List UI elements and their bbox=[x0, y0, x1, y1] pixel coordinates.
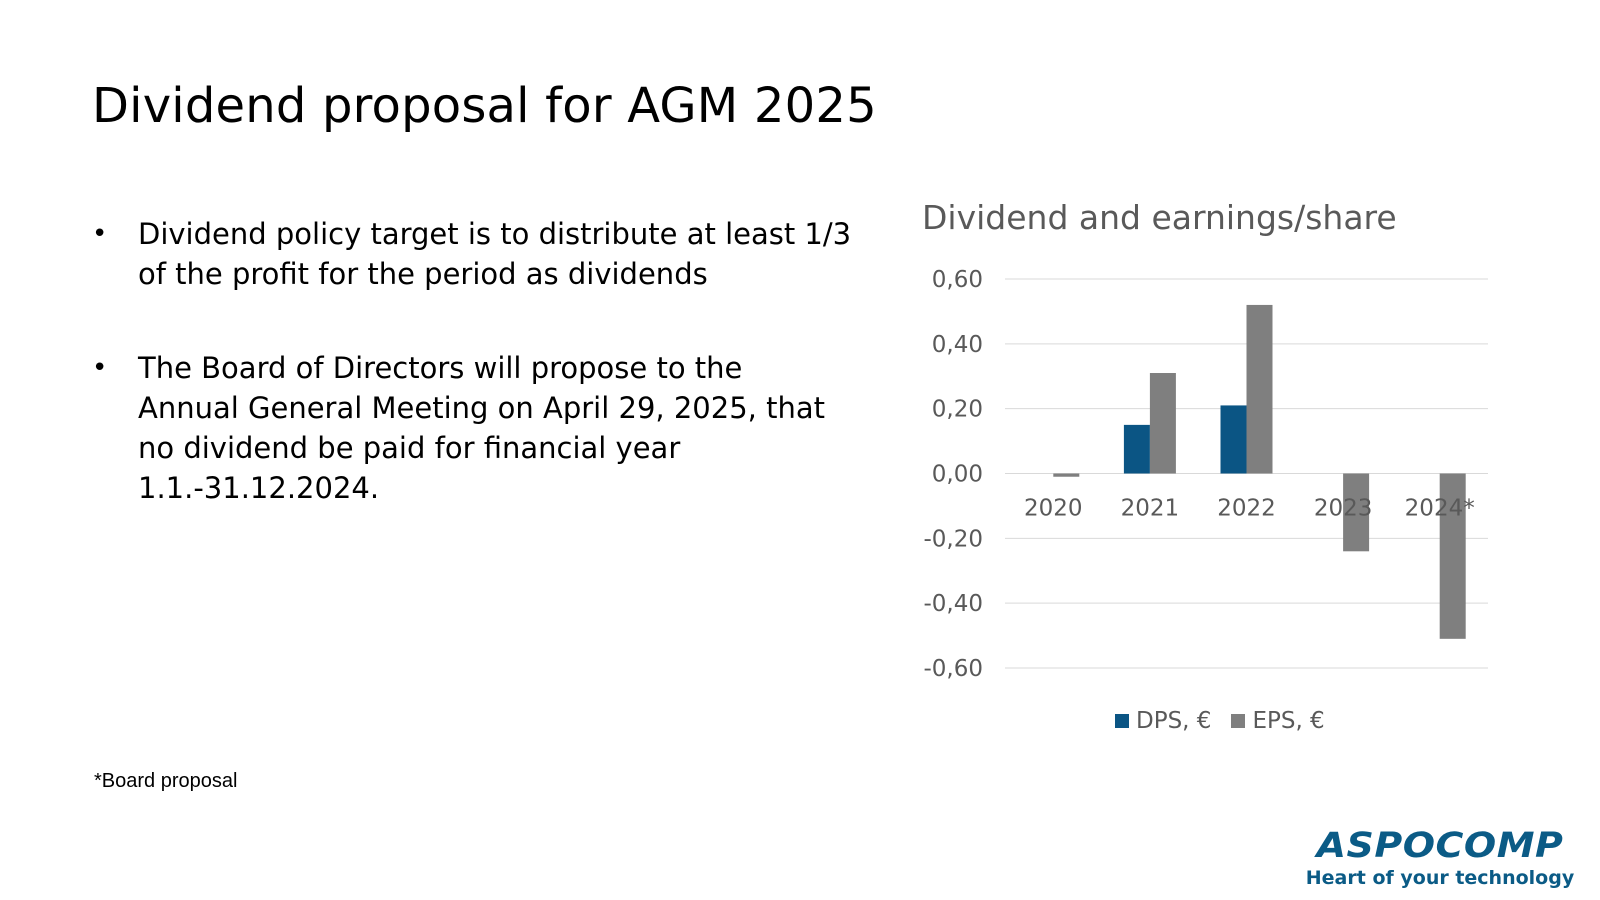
logo-wordmark: ASPOCOMP bbox=[1316, 824, 1564, 866]
dividend-earnings-chart: 0,60 0,40 0,20 0,00 -0,20 -0,40 -0,60 2020 2021 2… bbox=[923, 267, 1488, 682]
logo-tagline: Heart of your technology bbox=[1305, 867, 1575, 889]
chart-legend: DPS, € EPS, € bbox=[1115, 708, 1345, 734]
bullet-list: • Dividend policy target is to distribut… bbox=[92, 214, 852, 562]
bar-eps-2022 bbox=[1246, 304, 1273, 474]
legend-swatch-eps bbox=[1231, 714, 1246, 728]
x-tick-label: 2024* bbox=[1405, 496, 1475, 522]
bar-dps-2021 bbox=[1123, 424, 1150, 474]
footnote: *Board proposal bbox=[94, 770, 238, 792]
legend-label-eps: EPS, € bbox=[1252, 708, 1325, 734]
y-tick-label: 0,60 bbox=[932, 267, 983, 293]
bullet-item: • The Board of Directors will propose to… bbox=[92, 348, 852, 508]
x-tick-label: 2023 bbox=[1314, 496, 1373, 522]
bullet-symbol: • bbox=[92, 353, 108, 383]
legend-label-dps: DPS, € bbox=[1136, 708, 1212, 734]
y-tick-label: 0,00 bbox=[932, 462, 983, 488]
bullet-item: • Dividend policy target is to distribut… bbox=[92, 214, 852, 294]
slide-title: Dividend proposal for AGM 2025 bbox=[92, 78, 877, 134]
bar-eps-2023 bbox=[1343, 473, 1370, 552]
y-tick-label: -0,40 bbox=[923, 591, 983, 617]
x-tick-label: 2020 bbox=[1024, 496, 1083, 522]
bullet-symbol: • bbox=[92, 219, 108, 249]
chart-title: Dividend and earnings/share bbox=[922, 198, 1397, 237]
company-logo: ASPOCOMP Heart of your technology bbox=[1300, 825, 1580, 889]
legend-item-eps: EPS, € bbox=[1231, 708, 1325, 734]
x-tick-label: 2022 bbox=[1217, 496, 1276, 522]
legend-item-dps: DPS, € bbox=[1115, 708, 1211, 734]
bar-eps-2024 bbox=[1439, 473, 1466, 639]
bullet-text: The Board of Directors will propose to t… bbox=[138, 351, 825, 505]
y-tick-label: 0,20 bbox=[932, 397, 983, 423]
y-tick-label: 0,40 bbox=[932, 332, 983, 358]
legend-swatch-dps bbox=[1115, 714, 1129, 728]
bar-eps-2020 bbox=[1053, 473, 1080, 477]
bar-dps-2022 bbox=[1220, 405, 1247, 474]
x-tick-label: 2021 bbox=[1121, 496, 1180, 522]
y-tick-label: -0,20 bbox=[923, 526, 983, 552]
bullet-text: Dividend policy target is to distribute … bbox=[138, 217, 852, 291]
bar-eps-2021 bbox=[1149, 373, 1176, 474]
y-tick-label: -0,60 bbox=[923, 656, 983, 682]
